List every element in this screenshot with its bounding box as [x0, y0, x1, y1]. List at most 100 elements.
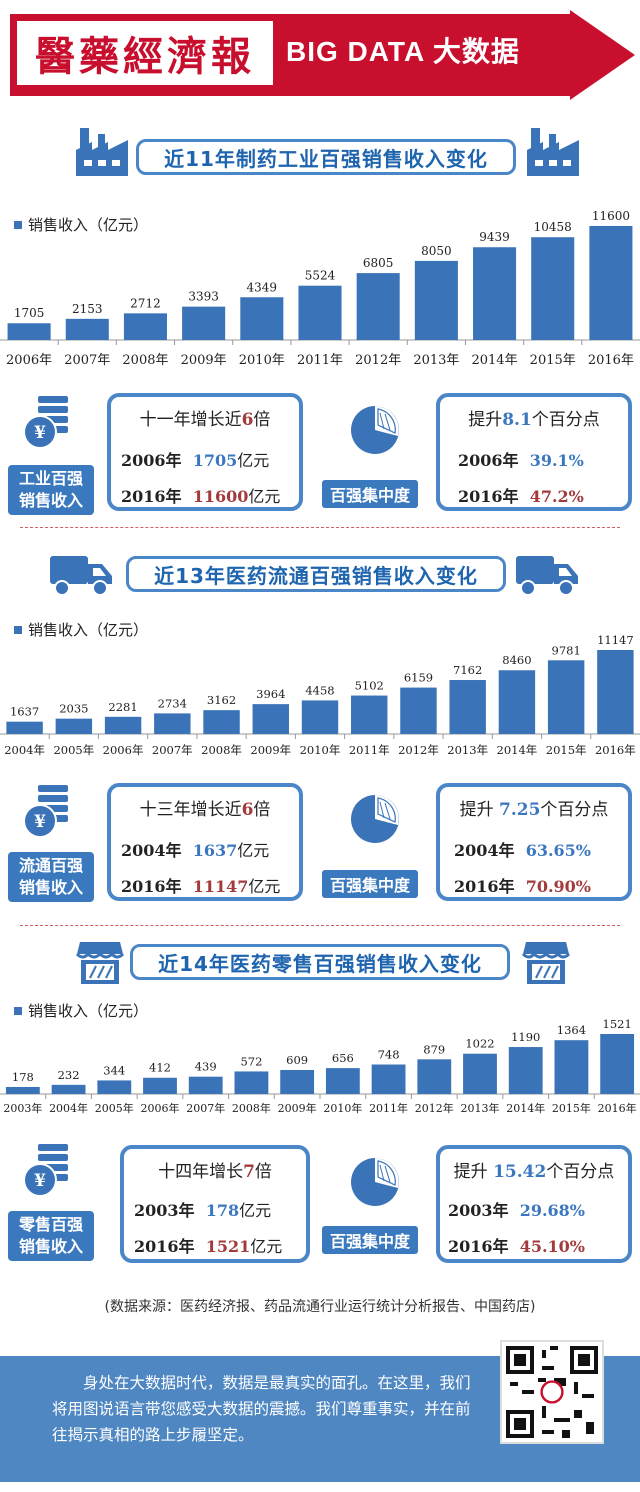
- qr-code[interactable]: [500, 1340, 604, 1444]
- x-tick-label: 2012年: [415, 1101, 454, 1115]
- x-tick-label: 2013年: [413, 353, 459, 368]
- row-year: 2004年: [121, 841, 182, 860]
- data-label: 5102: [355, 679, 384, 693]
- growth-suffix: 倍: [254, 1162, 272, 1182]
- growth-multiple: 7: [243, 1162, 255, 1182]
- row-year: 2006年: [458, 451, 519, 470]
- bar-chart: 1637 2004年 2035 2005年 2281 2006年 2734 2007年 3162…: [0, 633, 640, 757]
- concentration-row: 2016年 47.2%: [458, 483, 584, 507]
- bar: [597, 650, 634, 734]
- svg-text:¥: ¥: [34, 812, 46, 832]
- bar: [531, 237, 575, 340]
- store-icon: [76, 942, 124, 984]
- row-year: 2016年: [458, 487, 519, 506]
- category-label-line: 销售收入: [18, 878, 83, 897]
- row-value: 11147: [192, 877, 249, 896]
- growth-panel: 十一年增长近6倍 2006年 1705亿元 2016年 11600亿元: [107, 393, 303, 511]
- row-year: 2016年: [134, 1237, 195, 1256]
- data-label: 4458: [305, 683, 334, 697]
- row-year: 2003年: [134, 1201, 195, 1220]
- data-label: 3162: [207, 693, 236, 707]
- factory-icon: [527, 128, 579, 176]
- bar: [65, 318, 109, 340]
- concentration-row: 2003年 29.68%: [448, 1197, 585, 1221]
- conc-value: 15.42: [493, 1162, 547, 1182]
- bar: [104, 716, 142, 734]
- coin-stack-icon: ¥: [23, 396, 68, 449]
- bar: [498, 670, 536, 734]
- data-label: 1364: [557, 1023, 586, 1037]
- bar: [325, 1068, 360, 1094]
- pie-chart-icon: [351, 795, 399, 843]
- growth-row: 2016年 11600亿元: [121, 483, 280, 507]
- row-value: 1521: [205, 1237, 251, 1256]
- conc-suffix: 个百分点: [540, 800, 609, 820]
- x-tick-label: 2012年: [355, 353, 401, 368]
- row-value: 39.1%: [529, 451, 584, 470]
- growth-row: 2006年 1705亿元: [121, 447, 269, 471]
- data-label: 11147: [597, 633, 634, 647]
- data-label: 2712: [130, 296, 161, 310]
- conc-prefix: 提升: [453, 1162, 494, 1182]
- data-label: 8050: [421, 244, 452, 258]
- x-tick-label: 2013年: [447, 743, 488, 757]
- data-label: 11600: [592, 209, 630, 223]
- chart-legend: 销售收入（亿元）: [14, 1000, 148, 1021]
- banner-title: BIG DATA 大数据: [286, 36, 520, 67]
- bar: [298, 285, 342, 340]
- x-tick-label: 2016年: [588, 353, 634, 368]
- row-unit: 亿元: [250, 1237, 283, 1256]
- bar: [414, 260, 458, 340]
- bar: [600, 1034, 635, 1094]
- data-label: 6159: [404, 671, 433, 685]
- concentration-row: 2004年 63.65%: [454, 837, 591, 861]
- data-label: 879: [423, 1042, 445, 1056]
- bar: [400, 687, 437, 734]
- x-tick-label: 2015年: [530, 353, 576, 368]
- growth-row: 2003年 178亿元: [134, 1197, 271, 1221]
- data-label: 178: [12, 1070, 34, 1084]
- bar: [547, 660, 585, 734]
- data-label: 2153: [72, 302, 103, 316]
- growth-row: 2004年 1637亿元: [121, 837, 269, 861]
- concentration-row: 2006年 39.1%: [458, 447, 584, 471]
- bar: [473, 247, 517, 340]
- data-label: 1637: [10, 705, 39, 719]
- x-tick-label: 2006年: [103, 743, 144, 757]
- svg-text:¥: ¥: [34, 423, 46, 443]
- x-tick-label: 2009年: [250, 743, 291, 757]
- bar: [280, 1069, 315, 1094]
- x-tick-label: 2007年: [152, 743, 193, 757]
- x-tick-label: 2014年: [506, 1101, 545, 1115]
- data-label: 3393: [188, 290, 219, 304]
- x-tick-label: 2009年: [181, 353, 227, 368]
- growth-suffix: 倍: [253, 800, 271, 820]
- bar: [7, 323, 51, 340]
- category-label: 流通百强 销售收入: [8, 852, 94, 902]
- legend-label: 销售收入（亿元）: [28, 621, 149, 639]
- row-year: 2003年: [448, 1201, 509, 1220]
- row-year: 2004年: [454, 841, 515, 860]
- x-tick-label: 2012年: [398, 743, 439, 757]
- bar: [351, 695, 388, 734]
- growth-multiple: 6: [241, 410, 254, 430]
- data-label: 412: [149, 1061, 171, 1075]
- data-label: 10458: [534, 220, 572, 234]
- data-label: 656: [332, 1051, 354, 1065]
- x-tick-label: 2005年: [95, 1101, 134, 1115]
- bar: [234, 1071, 269, 1094]
- section-title: 近14年医药零售百强销售收入变化: [130, 944, 510, 980]
- row-year: 2016年: [448, 1237, 509, 1256]
- growth-title: 十三年增长近6倍: [111, 795, 299, 820]
- x-tick-label: 2006年: [6, 353, 52, 368]
- category-label-line: 零售百强: [18, 1215, 83, 1234]
- row-unit: 亿元: [239, 1201, 272, 1220]
- data-label: 344: [103, 1063, 125, 1077]
- data-label: 4349: [247, 280, 278, 294]
- data-label: 232: [58, 1068, 80, 1082]
- concentration-panel: 提升 15.42个百分点 2003年 29.68% 2016年 45.10%: [436, 1145, 632, 1263]
- concentration-panel: 提升8.1个百分点 2006年 39.1% 2016年 47.2%: [436, 393, 632, 511]
- data-label: 6805: [363, 256, 394, 270]
- row-unit: 亿元: [248, 487, 281, 506]
- bar: [301, 700, 339, 734]
